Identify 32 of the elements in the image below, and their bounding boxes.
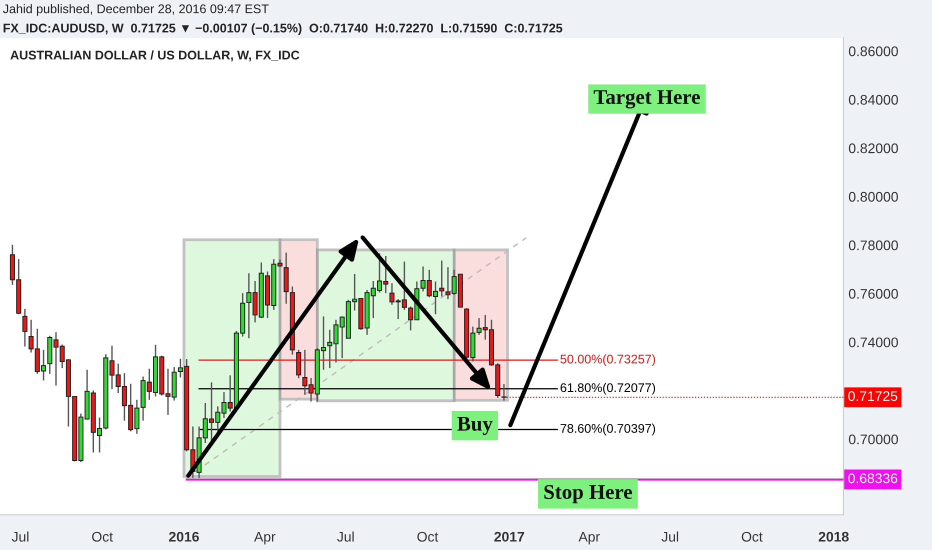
- x-tick-label: Oct: [92, 532, 113, 542]
- y-tick-label: 0.70000: [848, 434, 898, 444]
- y-tick-label: 0.74000: [848, 337, 898, 348]
- candlestick: [22, 308, 28, 348]
- y-tick-label: 0.84000: [848, 94, 898, 105]
- x-tick-label: Apr: [578, 532, 600, 544]
- text: Jahid published, December 28, 2016 09:47 EST: [2, 4, 269, 16]
- ref-line-label: 50.00%(0.73257): [560, 354, 656, 366]
- x-tick-label: Jul: [661, 531, 678, 542]
- ref-line-label: 78.60%(0.70397): [560, 424, 656, 436]
- x-tick-label: Jul: [337, 531, 354, 542]
- x-tick-label: Oct: [742, 532, 763, 542]
- x-tick-label: Jul: [12, 531, 28, 542]
- y-tick-label: 0.80000: [848, 192, 898, 202]
- x-tick-label: 2018: [818, 532, 849, 542]
- ref-line-label: 61.80%(0.72077): [560, 382, 656, 395]
- x-tick-label: Oct: [417, 532, 438, 542]
- ref-line-label: 0.68336: [848, 473, 898, 484]
- y-tick-label: 0.82000: [848, 143, 898, 154]
- y-tick-label: 0.78000: [848, 240, 898, 250]
- annotation: Target Here: [594, 90, 700, 108]
- text: AUSTRALIAN DOLLAR / US DOLLAR, W, FX_IDC: [10, 50, 300, 62]
- annotation: Buy: [457, 416, 493, 436]
- annotation: Stop Here: [544, 485, 632, 504]
- y-tick-label: 0.76000: [848, 288, 898, 299]
- y-tick-label: 0.86000: [848, 46, 898, 56]
- x-tick-label: Apr: [254, 532, 276, 544]
- x-tick-label: 2016: [169, 532, 199, 542]
- ref-line-label: 0.71725: [848, 391, 898, 402]
- chart-subtitle: FX_IDC:AUDUSD, W 0.71725 ▼ −0.00107 (−0.15%) O:0.71740 H:0.72270 L:0.71590 C:0.71725: [4, 23, 562, 35]
- candlestick: [501, 383, 506, 402]
- x-tick-label: 2017: [494, 532, 524, 542]
